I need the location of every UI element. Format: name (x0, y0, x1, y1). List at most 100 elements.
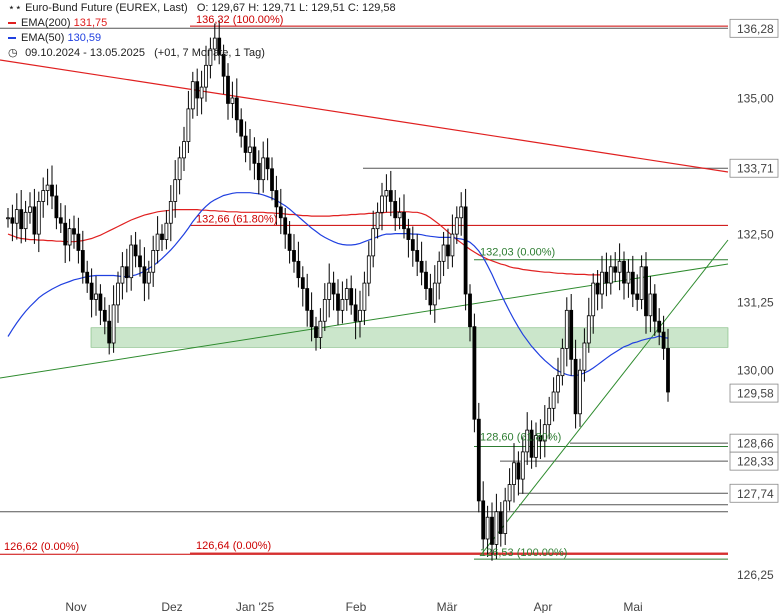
candle-body (512, 462, 516, 485)
legend-ema200-row: EMA(200) 131,75 (8, 16, 396, 31)
candle-body (270, 168, 274, 191)
candle-body (58, 217, 63, 224)
y-axis: 136,28 135,00 133,71 132,50 131,25 130,00 129,… (729, 18, 779, 582)
price-tag (729, 483, 779, 503)
candle-body (10, 217, 15, 224)
candle-body (67, 228, 72, 246)
candle-body (498, 511, 503, 534)
candle-body (432, 282, 437, 306)
candle-body (186, 108, 191, 142)
candle-body (221, 54, 226, 77)
candle-body (261, 157, 266, 181)
candle-body (168, 201, 173, 224)
candle-body (353, 304, 358, 322)
candle-body (490, 516, 494, 545)
y-tick-label: 135,00 (737, 92, 774, 106)
ema50-value: 130,59 (67, 32, 102, 44)
candle-body (437, 260, 442, 284)
candle-body (463, 206, 468, 295)
candle-body (630, 271, 635, 295)
candle-body (195, 81, 200, 99)
candle-body (534, 435, 538, 458)
candle-body (380, 195, 384, 213)
downtrend-line (0, 59, 729, 173)
candle-body (32, 206, 37, 235)
ema50-swatch (8, 37, 16, 40)
candle-body (459, 206, 464, 219)
support-zone-rect (90, 327, 729, 348)
candle-body (542, 424, 547, 442)
candle-body (318, 320, 323, 338)
candle-body (230, 97, 235, 104)
candle-body (661, 331, 666, 349)
candle-type-icon: ⋆⋆ (8, 2, 22, 14)
legend-range-row: ◷ 09.10.2024 - 13.05.2025 (+01, 7 Monate… (8, 46, 396, 61)
candle-body (608, 266, 613, 284)
fib-label: 126,53 (100.00%) (480, 547, 567, 559)
candle-body (265, 157, 270, 170)
candle-body (102, 309, 107, 322)
candle-body (164, 222, 169, 240)
candle-body (63, 222, 68, 246)
candle-body (402, 211, 406, 230)
x-tick-label: Dez (161, 600, 182, 613)
candle-body (516, 462, 521, 480)
candle-body (666, 348, 670, 393)
candle-body (309, 309, 314, 328)
price-tag-label: 129,58 (737, 387, 774, 401)
candle-body (190, 81, 195, 110)
ema50-label: EMA(50) (21, 32, 65, 44)
candle-body (362, 282, 367, 311)
candle-body (613, 266, 618, 273)
x-tick-label: Mär (437, 600, 458, 613)
horizontal-levels (0, 25, 728, 560)
candle-body (19, 209, 24, 230)
candle-body (116, 282, 120, 306)
candle-body (340, 299, 345, 311)
candle-body (243, 135, 248, 153)
x-tick-label: Feb (346, 600, 367, 613)
fib-label: 126,62 (0.00%) (4, 541, 79, 553)
candle-body (595, 282, 600, 295)
candle-body (292, 250, 296, 262)
candle-body (397, 211, 402, 219)
candle-body (569, 309, 574, 360)
fib-label: 128,60 (61.80%) (480, 431, 561, 443)
x-tick-label: Mai (623, 600, 642, 613)
candle-body (305, 288, 310, 311)
candle-body (468, 293, 472, 328)
candle-body (226, 75, 230, 104)
date-range: 09.10.2024 - 13.05.2025 (25, 47, 145, 59)
clock-icon: ◷ (8, 47, 18, 59)
candle-body (89, 282, 94, 300)
price-tag-label: 128,33 (737, 455, 774, 469)
candle-body (287, 233, 292, 251)
candle-body (76, 233, 81, 251)
legend-ema50-row: EMA(50) 130,59 (8, 31, 396, 46)
candle-body (494, 511, 499, 545)
candle-body (657, 320, 662, 333)
candle-body (476, 418, 481, 502)
candle-body (424, 271, 428, 289)
candle-body (454, 217, 459, 235)
candle-body (45, 184, 50, 191)
candle-body (406, 228, 411, 240)
ema200-value: 131,75 (73, 17, 108, 29)
candle-body (331, 282, 336, 295)
x-tick-label: Nov (65, 600, 86, 613)
fib-label: 126,64 (0.00%) (196, 540, 271, 552)
uptrend-line (479, 239, 729, 557)
ohlc-values: O: 129,67 H: 129,71 L: 129,51 C: 129,58 (196, 2, 396, 14)
candle-body (485, 516, 490, 540)
candle-body (450, 233, 455, 257)
fib-label: 136,32 (100.00%) (196, 14, 283, 26)
candle-body (256, 162, 261, 181)
candle-body (151, 250, 156, 273)
ema200-line (7, 209, 602, 276)
fib-label: 132,66 (61.80%) (196, 213, 277, 225)
candle-body (133, 244, 138, 257)
candle-body (54, 195, 59, 219)
candle-body (393, 201, 398, 219)
